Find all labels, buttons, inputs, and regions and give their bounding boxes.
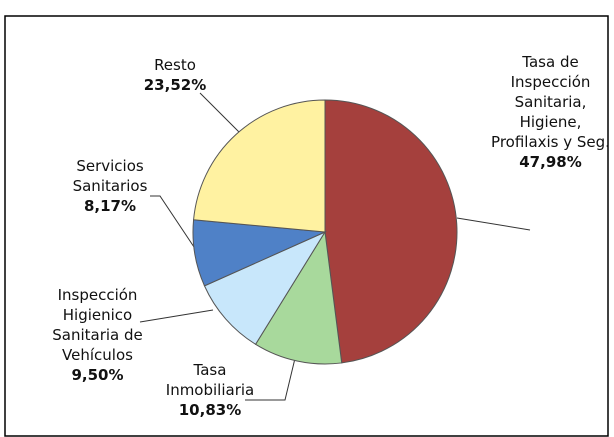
slice-label: Resto 23,52% xyxy=(125,55,225,95)
category-name: Tasa de Inspección Sanitaria, Higiene, P… xyxy=(491,53,610,151)
slice-label: Servicios Sanitarios 8,17% xyxy=(55,156,165,216)
value-label: 47,98% xyxy=(519,153,582,171)
leader-lines xyxy=(139,92,531,401)
category-name: Tasa Inmobiliaria xyxy=(165,361,255,399)
value-label: 23,52% xyxy=(143,76,207,94)
value-label: 10,83% xyxy=(178,401,242,419)
leader-line xyxy=(139,309,214,323)
leader-line xyxy=(199,92,241,134)
slice-label: Tasa de Inspección Sanitaria, Higiene, P… xyxy=(488,52,613,172)
pie-slice xyxy=(203,230,327,345)
frame xyxy=(4,15,609,437)
slice-label: Inspección Higienico Sanitaria de Vehícu… xyxy=(30,285,165,385)
value-label: 9,50% xyxy=(71,366,124,384)
leader-line xyxy=(245,349,298,401)
category-name: Servicios Sanitarios xyxy=(72,157,148,195)
value-label: 8,17% xyxy=(83,197,137,215)
pie-slice xyxy=(254,230,343,365)
pie-slice xyxy=(193,99,326,233)
leader-line xyxy=(456,217,531,231)
category-name: Resto xyxy=(154,56,196,74)
pie-slice xyxy=(324,99,458,364)
category-name: Inspección Higienico Sanitaria de Vehícu… xyxy=(52,286,143,364)
slice-label: Tasa Inmobiliaria 10,83% xyxy=(150,360,270,420)
leader-line xyxy=(150,195,197,251)
